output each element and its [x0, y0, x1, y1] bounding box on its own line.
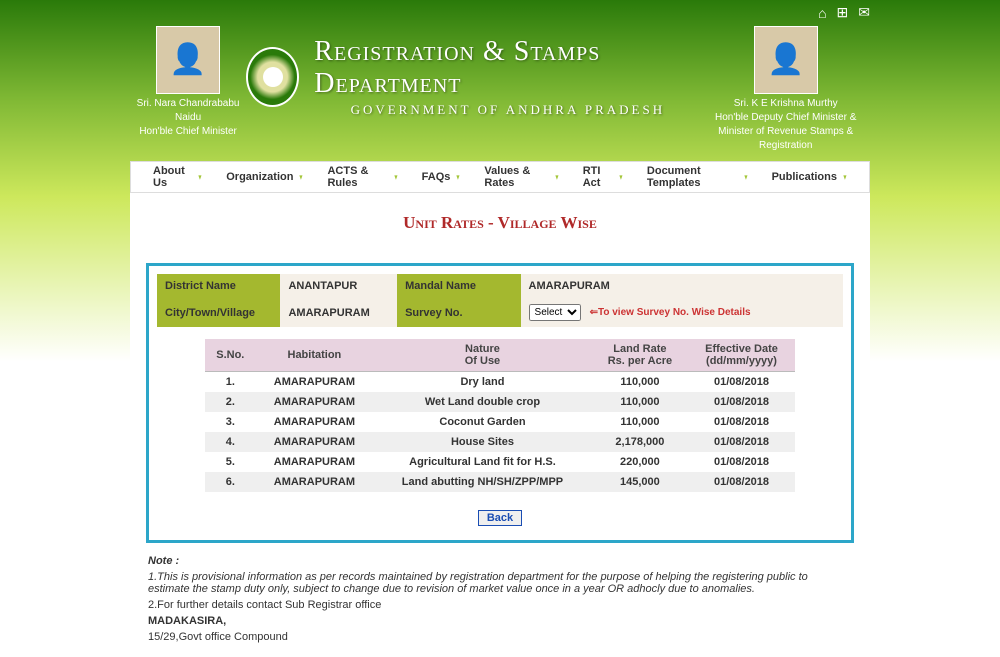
cell-rate: 145,000	[592, 472, 688, 492]
cell-eff: 01/08/2018	[688, 472, 795, 492]
cm-name: Sri. Nara Chandrababu Naidu	[130, 97, 246, 125]
note-3: MADAKASIRA,	[148, 615, 852, 627]
city-label: City/Town/Village	[157, 298, 280, 327]
district-value: ANANTAPUR	[280, 274, 397, 298]
note-heading: Note :	[148, 555, 852, 567]
cell-hab: AMARAPURAM	[256, 392, 374, 412]
meta-table: District Name ANANTAPUR Mandal Name AMAR…	[157, 274, 843, 327]
cell-rate: 110,000	[592, 372, 688, 393]
survey-hint: ⇐To view Survey No. Wise Details	[590, 307, 751, 318]
city-value: AMARAPURAM	[280, 298, 397, 327]
mandal-label: Mandal Name	[397, 274, 520, 298]
menu-rti[interactable]: RTI Act	[571, 165, 635, 189]
district-label: District Name	[157, 274, 280, 298]
official-left: 👤 Sri. Nara Chandrababu Naidu Hon'ble Ch…	[130, 26, 246, 139]
cm-photo: 👤	[156, 26, 220, 94]
cell-sno: 1.	[205, 372, 256, 393]
th-rate: Land RateRs. per Acre	[592, 339, 688, 372]
table-row: 4.AMARAPURAMHouse Sites2,178,00001/08/20…	[205, 432, 795, 452]
cell-eff: 01/08/2018	[688, 432, 795, 452]
cell-hab: AMARAPURAM	[256, 372, 374, 393]
back-button[interactable]: Back	[478, 510, 522, 526]
th-hab: Habitation	[256, 339, 374, 372]
home-icon[interactable]: ⌂	[818, 5, 826, 21]
header: 👤 Sri. Nara Chandrababu Naidu Hon'ble Ch…	[0, 21, 1000, 153]
cell-eff: 01/08/2018	[688, 412, 795, 432]
cell-hab: AMARAPURAM	[256, 472, 374, 492]
site-title: Registration & Stamps Department	[314, 36, 701, 100]
cell-nature: Dry land	[373, 372, 592, 393]
th-nature: NatureOf Use	[373, 339, 592, 372]
cell-sno: 2.	[205, 392, 256, 412]
dcm-title2: Minister of Revenue Stamps & Registratio…	[701, 125, 870, 153]
survey-select[interactable]: Select	[529, 304, 581, 321]
cell-rate: 110,000	[592, 412, 688, 432]
menu-publications[interactable]: Publications	[760, 171, 859, 183]
cm-title: Hon'ble Chief Minister	[130, 125, 246, 139]
menu-templates[interactable]: Document Templates	[635, 165, 760, 189]
cell-nature: Coconut Garden	[373, 412, 592, 432]
cell-rate: 220,000	[592, 452, 688, 472]
table-row: 5.AMARAPURAMAgricultural Land fit for H.…	[205, 452, 795, 472]
cell-hab: AMARAPURAM	[256, 412, 374, 432]
menubar: About Us Organization ACTS & Rules FAQs …	[130, 161, 870, 193]
notes: Note : 1.This is provisional information…	[148, 555, 852, 643]
cell-nature: Agricultural Land fit for H.S.	[373, 452, 592, 472]
page-title: Unit Rates - Village Wise	[140, 213, 860, 233]
note-2: 2.For further details contact Sub Regist…	[148, 599, 852, 611]
cell-sno: 4.	[205, 432, 256, 452]
site-subtitle: GOVERNMENT OF ANDHRA PRADESH	[314, 102, 701, 118]
table-row: 6.AMARAPURAMLand abutting NH/SH/ZPP/MPP1…	[205, 472, 795, 492]
survey-label: Survey No.	[397, 298, 520, 327]
survey-cell: Select ⇐To view Survey No. Wise Details	[521, 298, 843, 327]
table-row: 1.AMARAPURAMDry land110,00001/08/2018	[205, 372, 795, 393]
menu-about[interactable]: About Us	[141, 165, 214, 189]
table-row: 2.AMARAPURAMWet Land double crop110,0000…	[205, 392, 795, 412]
cell-nature: House Sites	[373, 432, 592, 452]
content: Unit Rates - Village Wise District Name …	[130, 193, 870, 657]
dcm-photo: 👤	[754, 26, 818, 94]
table-row: 3.AMARAPURAMCoconut Garden110,00001/08/2…	[205, 412, 795, 432]
mail-icon[interactable]: ✉	[858, 4, 870, 21]
cell-hab: AMARAPURAM	[256, 432, 374, 452]
dcm-name: Sri. K E Krishna Murthy	[701, 97, 870, 111]
mandal-value: AMARAPURAM	[521, 274, 843, 298]
menu-acts[interactable]: ACTS & Rules	[315, 165, 409, 189]
note-1: 1.This is provisional information as per…	[148, 571, 852, 595]
cell-sno: 6.	[205, 472, 256, 492]
menu-faqs[interactable]: FAQs	[410, 171, 473, 183]
cell-eff: 01/08/2018	[688, 372, 795, 393]
th-eff: Effective Date(dd/mm/yyyy)	[688, 339, 795, 372]
topbar: ⌂ ⊞ ✉	[0, 0, 1000, 21]
note-4: 15/29,Govt office Compound	[148, 631, 852, 643]
cell-rate: 110,000	[592, 392, 688, 412]
cell-rate: 2,178,000	[592, 432, 688, 452]
data-frame: District Name ANANTAPUR Mandal Name AMAR…	[146, 263, 854, 543]
official-right: 👤 Sri. K E Krishna Murthy Hon'ble Deputy…	[701, 26, 870, 153]
rates-table: S.No. Habitation NatureOf Use Land RateR…	[205, 339, 795, 492]
menu-values[interactable]: Values & Rates	[472, 165, 570, 189]
cell-eff: 01/08/2018	[688, 452, 795, 472]
menu-organization[interactable]: Organization	[214, 171, 315, 183]
cell-eff: 01/08/2018	[688, 392, 795, 412]
cell-nature: Land abutting NH/SH/ZPP/MPP	[373, 472, 592, 492]
cell-sno: 5.	[205, 452, 256, 472]
emblem-icon	[246, 47, 299, 107]
title-block: Registration & Stamps Department GOVERNM…	[246, 36, 701, 118]
th-sno: S.No.	[205, 339, 256, 372]
cell-hab: AMARAPURAM	[256, 452, 374, 472]
cell-nature: Wet Land double crop	[373, 392, 592, 412]
dcm-title1: Hon'ble Deputy Chief Minister &	[701, 111, 870, 125]
cell-sno: 3.	[205, 412, 256, 432]
sitemap-icon[interactable]: ⊞	[837, 4, 849, 21]
